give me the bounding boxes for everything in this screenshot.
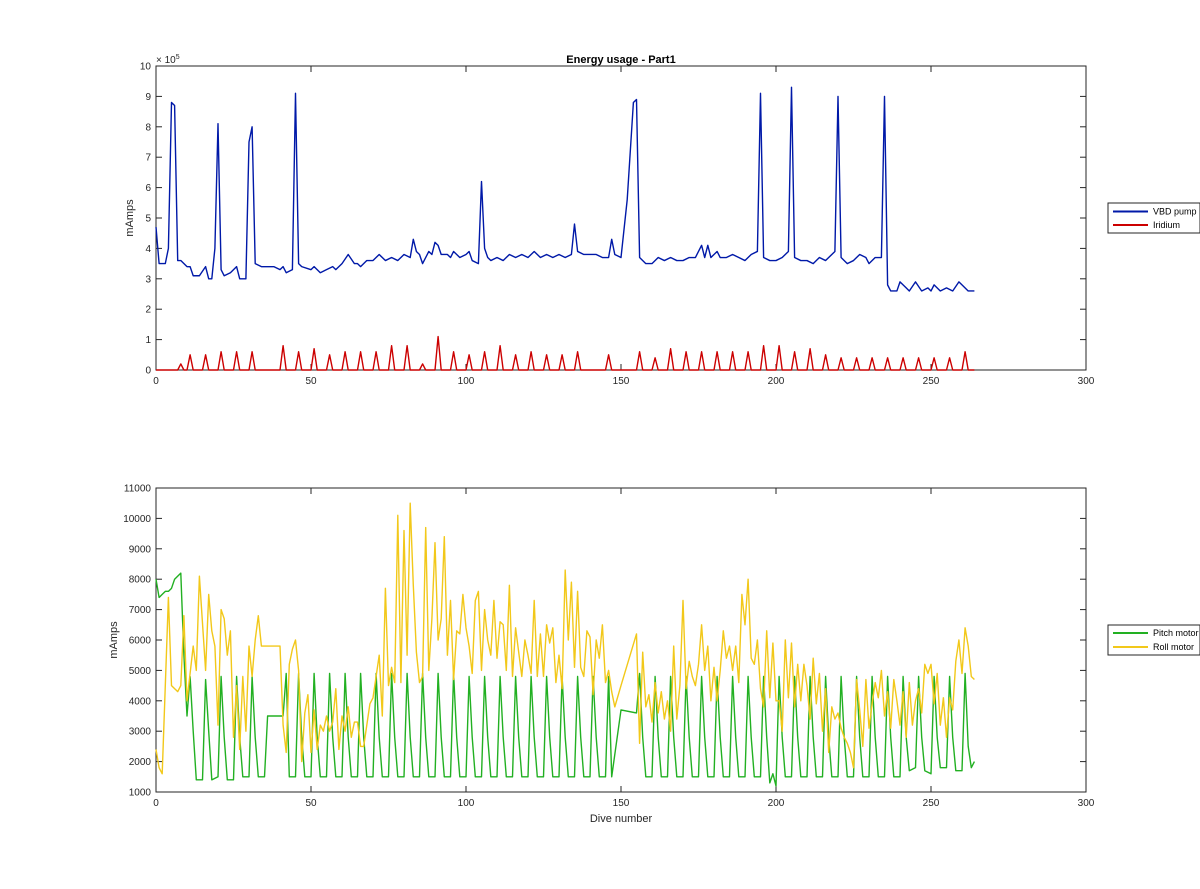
y-tick-label: 1000 [129,788,152,799]
plot-area-top [155,65,1087,371]
x-tick-label: 0 [153,376,159,387]
y-tick-label: 4 [145,244,151,255]
x-tick-label: 50 [305,798,317,809]
y-tick-label: 0 [145,366,151,377]
y-axis-label-bottom: mAmps [108,621,120,659]
y-tick-label: 10 [140,62,152,73]
series-line-roll-motor [155,502,975,775]
x-tick-label: 300 [1078,798,1095,809]
legend-box-bottom [1107,624,1200,656]
y-tick-label: 11000 [124,484,152,495]
x-axis-label-bottom: Dive number [590,813,653,825]
y-tick-label: 5 [145,214,151,225]
x-tick-label: 150 [613,376,630,387]
x-tick-label: 200 [768,798,785,809]
y-exponent-label: × 105 [156,54,180,66]
x-tick-label: 250 [923,798,940,809]
series-line-vbd-pump [155,86,975,292]
bottom-y-ticks: 1000 2000 3000 4000 5000 6000 7000 8000 9000 1000… [123,484,1086,799]
y-tick-label: 6 [145,183,151,194]
y-tick-label: 9000 [129,544,152,555]
x-tick-label: 150 [613,798,630,809]
x-tick-label: 50 [305,376,317,387]
chart-title: Energy usage - Part1 [566,54,675,66]
y-tick-label: 9 [145,92,151,103]
y-tick-label: 8 [145,122,151,133]
top-series [155,86,975,371]
energy-axes-top: 0 50 100 150 200 250 300 0 1 2 3 4 5 6 7 8 9 10 Energy u… [124,54,1200,387]
bottom-x-ticks: 0 50 100 150 200 250 300 [153,488,1095,809]
y-tick-label: 1 [145,335,151,346]
y-tick-label: 10000 [123,514,151,525]
y-axis-label-top: mAmps [124,199,136,237]
legend-label-roll-motor: Roll motor [1153,642,1194,652]
bottom-series [155,502,976,787]
legend-label-vbd-pump: VBD pump [1153,207,1197,217]
y-tick-label: 4000 [129,696,152,707]
x-tick-label: 200 [768,376,785,387]
y-tick-label: 2 [145,305,151,316]
legend-top: VBD pump Iridium [1107,202,1200,234]
y-tick-label: 3 [145,274,151,285]
x-tick-label: 0 [153,798,159,809]
legend-label-iridium: Iridium [1153,220,1180,230]
motor-axes-bottom: 0 50 100 150 200 250 300 1000 2000 3000 4000 5000 6… [108,484,1200,825]
y-tick-label: 5000 [129,666,152,677]
x-tick-label: 300 [1078,376,1095,387]
y-tick-label: 8000 [129,575,152,586]
x-tick-label: 100 [458,798,475,809]
y-tick-label: 2000 [129,757,152,768]
x-tick-label: 250 [923,376,940,387]
legend-box-top [1107,202,1200,234]
y-tick-label: 6000 [129,636,152,647]
top-y-ticks: 0 1 2 3 4 5 6 7 8 9 10 [140,62,1086,377]
series-line-iridium [156,335,975,371]
y-tick-label: 7 [145,153,151,164]
y-tick-label: 7000 [129,605,152,616]
legend-label-pitch-motor: Pitch motor [1153,628,1199,638]
series-line-pitch-motor [155,572,976,787]
legend-bottom: Pitch motor Roll motor [1107,624,1200,656]
x-tick-label: 100 [458,376,475,387]
y-tick-label: 3000 [129,727,152,738]
